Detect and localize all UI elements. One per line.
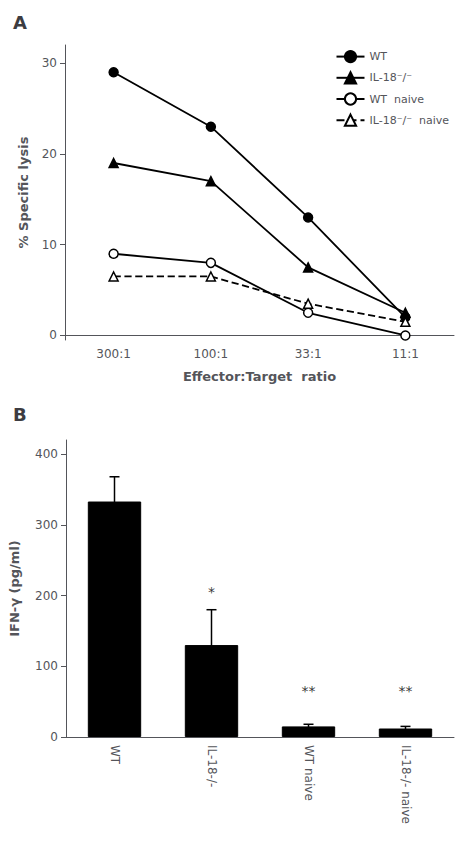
svg-text:100: 100 — [35, 659, 58, 673]
svg-text:11:1: 11:1 — [392, 347, 419, 361]
svg-text:A: A — [13, 12, 27, 33]
svg-text:Effector:Target ratio: Effector:Target ratio — [183, 369, 336, 384]
svg-text:IL-18⁻/⁻: IL-18⁻/⁻ — [369, 71, 412, 84]
svg-text:**: ** — [302, 683, 316, 699]
svg-text:400: 400 — [35, 447, 58, 461]
svg-text:IL-18-/- naive: IL-18-/- naive — [399, 745, 413, 824]
svg-text:WT: WT — [369, 50, 387, 63]
svg-text:30: 30 — [42, 56, 57, 70]
svg-text:*: * — [208, 584, 215, 600]
svg-text:WT naive: WT naive — [302, 745, 316, 801]
svg-text:100:1: 100:1 — [194, 347, 229, 361]
svg-text:0: 0 — [49, 328, 57, 342]
svg-text:**: ** — [399, 683, 413, 699]
svg-text:33:1: 33:1 — [295, 347, 322, 361]
svg-text:IFN-γ (pg/ml): IFN-γ (pg/ml) — [7, 540, 22, 637]
svg-text:300:1: 300:1 — [96, 347, 131, 361]
svg-text:% Specific lysis: % Specific lysis — [16, 136, 31, 248]
svg-text:WT naive: WT naive — [369, 93, 424, 106]
svg-text:WT: WT — [108, 745, 122, 765]
svg-text:10: 10 — [42, 238, 57, 252]
svg-text:300: 300 — [35, 518, 58, 532]
svg-text:0: 0 — [50, 730, 58, 744]
svg-text:IL-18-/-: IL-18-/- — [205, 745, 219, 787]
svg-text:200: 200 — [35, 589, 58, 603]
svg-text:B: B — [13, 404, 27, 425]
svg-text:IL-18⁻/⁻ naive: IL-18⁻/⁻ naive — [369, 114, 449, 127]
svg-text:20: 20 — [42, 147, 57, 161]
